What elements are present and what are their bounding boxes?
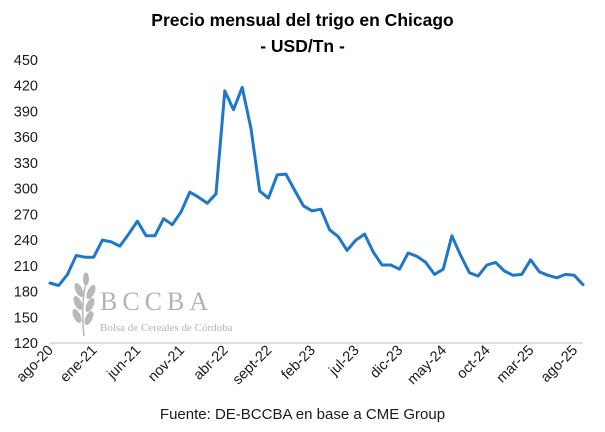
y-tick-label: 420 (14, 79, 38, 95)
y-tick-label: 240 (14, 233, 38, 249)
watermark-name: BCCBA (100, 287, 213, 316)
series-group (48, 85, 585, 287)
y-tick-label: 120 (14, 336, 38, 352)
watermark: BCCBA Bolsa de Cereales de Córdoba (72, 272, 233, 337)
y-tick-label: 330 (14, 156, 38, 172)
x-tick-label: nov-21 (145, 343, 188, 386)
y-tick-label: 390 (14, 104, 38, 120)
y-axis: 120 150 180 210 240 270 300 330 360 390 420 450 (14, 53, 38, 352)
watermark-subtitle: Bolsa de Cereales de Córdoba (100, 322, 233, 334)
x-tick-label: mar-25 (494, 343, 538, 387)
y-tick-label: 300 (14, 182, 38, 198)
x-tick-label: may-24 (405, 343, 451, 389)
x-tick-label: oct-24 (454, 343, 494, 383)
x-tick-label: sept-22 (230, 343, 276, 389)
x-tick-label: feb-23 (279, 343, 319, 383)
source-note: Fuente: DE-BCCBA en base a CME Group (159, 406, 446, 423)
x-tick-label: abr-22 (191, 343, 232, 384)
x-tick-label: dic-23 (367, 343, 406, 382)
chart-title: Precio mensual del trigo en Chicago (151, 10, 454, 30)
y-tick-label: 360 (14, 130, 38, 146)
x-tick-label: ago-25 (538, 343, 581, 386)
x-tick-label: ene-21 (57, 343, 100, 386)
wheat-icon (72, 272, 96, 337)
x-tick-label: jun-21 (104, 343, 145, 384)
chart-subtitle: - USD/Tn - (260, 36, 345, 56)
y-tick-label: 210 (14, 259, 38, 275)
y-tick-label: 270 (14, 207, 38, 223)
series-line (48, 85, 585, 287)
x-tick-label: jul-23 (326, 343, 363, 380)
y-tick-label: 450 (14, 53, 38, 69)
y-tick-label: 150 (14, 310, 38, 326)
y-tick-label: 180 (14, 285, 38, 301)
